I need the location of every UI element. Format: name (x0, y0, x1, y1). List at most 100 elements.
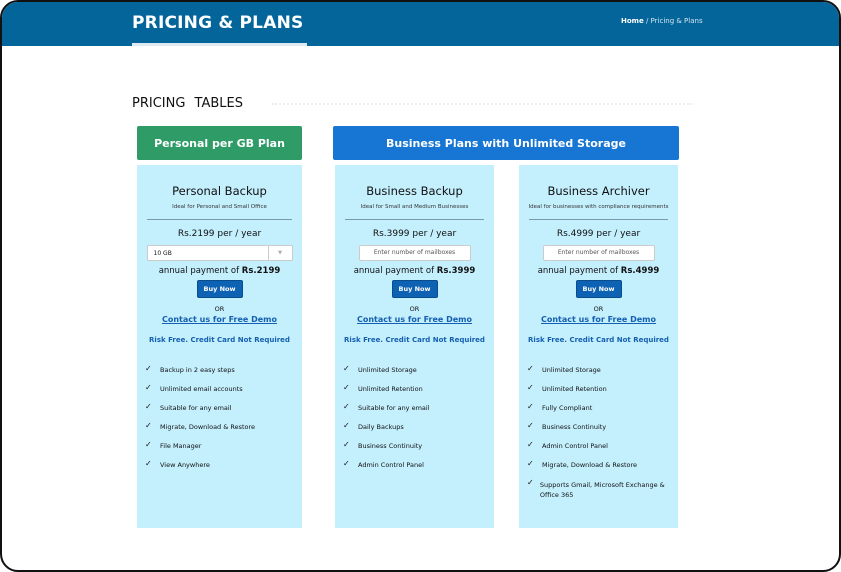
check-icon: ✓ (343, 421, 350, 430)
feature-item: ✓ Suitable for any email (343, 402, 494, 423)
feature-label: Admin Control Panel (358, 461, 424, 469)
feature-item: ✓ Unlimited Retention (527, 383, 678, 404)
annual-payment: annual payment of Rs.4999 (519, 266, 678, 276)
plan-price: Rs.4999 per / year (519, 229, 678, 239)
free-demo-link[interactable]: Contact us for Free Demo (161, 315, 278, 324)
check-icon: ✓ (343, 364, 350, 373)
title-underline (132, 43, 307, 46)
feature-label: Daily Backups (358, 423, 404, 431)
feature-item: ✓ Supports Gmail, Microsoft Exchange & Of… (527, 478, 678, 500)
check-icon: ✓ (527, 402, 534, 411)
page-title: PRICING & PLANS (132, 13, 304, 33)
feature-label: Business Continuity (358, 442, 423, 450)
feature-label: Supports Gmail, Microsoft Exchange & Off… (539, 481, 665, 499)
breadcrumb: Home / Pricing & Plans (621, 17, 703, 25)
storage-select[interactable]: 10 GB ▼ (146, 245, 293, 261)
mailboxes-input[interactable]: Enter number of mailboxes (542, 245, 655, 261)
feature-label: Unlimited Storage (542, 366, 601, 374)
buy-now-button[interactable]: Buy Now (391, 280, 438, 298)
feature-label: Backup in 2 easy steps (160, 366, 235, 374)
annual-label: annual payment of (537, 266, 621, 276)
check-icon: ✓ (145, 402, 152, 411)
buy-now-button[interactable]: Buy Now (575, 280, 622, 298)
check-icon: ✓ (145, 440, 152, 449)
check-icon: ✓ (527, 478, 534, 487)
check-icon: ✓ (145, 459, 152, 468)
feature-item: ✓ Unlimited email accounts (145, 383, 302, 404)
divider (147, 219, 292, 220)
business-group-header: Business Plans with Unlimited Storage (333, 126, 679, 160)
check-icon: ✓ (145, 383, 152, 392)
check-icon: ✓ (343, 459, 350, 468)
feature-label: Unlimited Retention (358, 385, 423, 393)
feature-item: ✓ File Manager (145, 440, 302, 461)
plan-price: Rs.2199 per / year (137, 229, 302, 239)
plan-card: Personal Backup Ideal for Personal and S… (137, 165, 302, 528)
plan-name: Business Archiver (547, 184, 650, 198)
annual-payment: annual payment of Rs.3999 (335, 266, 494, 276)
feature-item: ✓ Admin Control Panel (527, 440, 678, 461)
free-demo-link[interactable]: Contact us for Free Demo (356, 315, 473, 324)
check-icon: ✓ (527, 459, 534, 468)
free-demo-link[interactable]: Contact us for Free Demo (540, 315, 657, 324)
annual-value: Rs.4999 (620, 266, 660, 276)
feature-item: ✓ Backup in 2 easy steps (145, 364, 302, 385)
breadcrumb-current: Pricing & Plans (650, 17, 703, 25)
feature-label: Migrate, Download & Restore (160, 423, 256, 431)
check-icon: ✓ (343, 402, 350, 411)
check-icon: ✓ (145, 364, 152, 373)
mailboxes-placeholder: Enter number of mailboxes (373, 249, 456, 256)
buy-now-button[interactable]: Buy Now (196, 280, 243, 298)
feature-item: ✓ Fully Compliant (527, 402, 678, 423)
feature-label: Unlimited email accounts (160, 385, 243, 393)
feature-list: ✓ Unlimited Storage ✓ Unlimited Retention ✓ F… (527, 364, 678, 500)
plan-subtitle: Ideal for Personal and Small Office (172, 204, 267, 210)
breadcrumb-separator: / (645, 17, 649, 25)
feature-item: ✓ Suitable for any email (145, 402, 302, 423)
price-value: Rs.4999 (556, 229, 594, 239)
feature-item: ✓ Daily Backups (343, 421, 494, 442)
or-text: OR (593, 305, 604, 313)
annual-label: annual payment of (158, 266, 242, 276)
feature-label: Unlimited Retention (542, 385, 607, 393)
plan-name: Personal Backup (172, 184, 267, 198)
risk-free-text: Risk Free. Credit Card Not Required (149, 336, 290, 344)
divider (529, 219, 668, 220)
feature-label: Migrate, Download & Restore (542, 461, 638, 469)
section-divider (272, 103, 692, 105)
feature-label: Admin Control Panel (542, 442, 608, 450)
check-icon: ✓ (527, 383, 534, 392)
check-icon: ✓ (343, 383, 350, 392)
feature-label: Unlimited Storage (358, 366, 417, 374)
feature-label: Suitable for any email (160, 404, 232, 412)
check-icon: ✓ (527, 364, 534, 373)
feature-label: Suitable for any email (358, 404, 430, 412)
feature-list: ✓ Backup in 2 easy steps ✓ Unlimited email … (145, 364, 302, 480)
feature-label: File Manager (160, 442, 202, 450)
feature-item: ✓ View Anywhere (145, 459, 302, 480)
plan-subtitle: Ideal for Small and Medium Businesses (360, 204, 469, 210)
price-period: per / year (593, 229, 641, 239)
breadcrumb-home[interactable]: Home (621, 17, 644, 25)
annual-value: Rs.2199 (241, 266, 281, 276)
plan-price: Rs.3999 per / year (335, 229, 494, 239)
mailboxes-input[interactable]: Enter number of mailboxes (358, 245, 471, 261)
page-header: PRICING & PLANS Home / Pricing & Plans (2, 2, 839, 46)
plan-name: Business Backup (366, 184, 463, 198)
risk-free-text: Risk Free. Credit Card Not Required (344, 336, 485, 344)
feature-item: ✓ Unlimited Storage (527, 364, 678, 385)
personal-group-header: Personal per GB Plan (137, 126, 302, 160)
plan-card: Business Archiver Ideal for businesses w… (519, 165, 678, 528)
chevron-down-icon[interactable]: ▼ (267, 246, 292, 260)
price-period: per / year (214, 229, 262, 239)
plan-card: Business Backup Ideal for Small and Medi… (335, 165, 494, 528)
section-title: PRICING TABLES (132, 96, 243, 111)
mailboxes-placeholder: Enter number of mailboxes (557, 249, 640, 256)
feature-item: ✓ Admin Control Panel (343, 459, 494, 480)
price-value: Rs.2199 (177, 229, 215, 239)
annual-payment: annual payment of Rs.2199 (137, 266, 302, 276)
or-text: OR (214, 305, 225, 313)
feature-item: ✓ Unlimited Storage (343, 364, 494, 385)
check-icon: ✓ (343, 440, 350, 449)
